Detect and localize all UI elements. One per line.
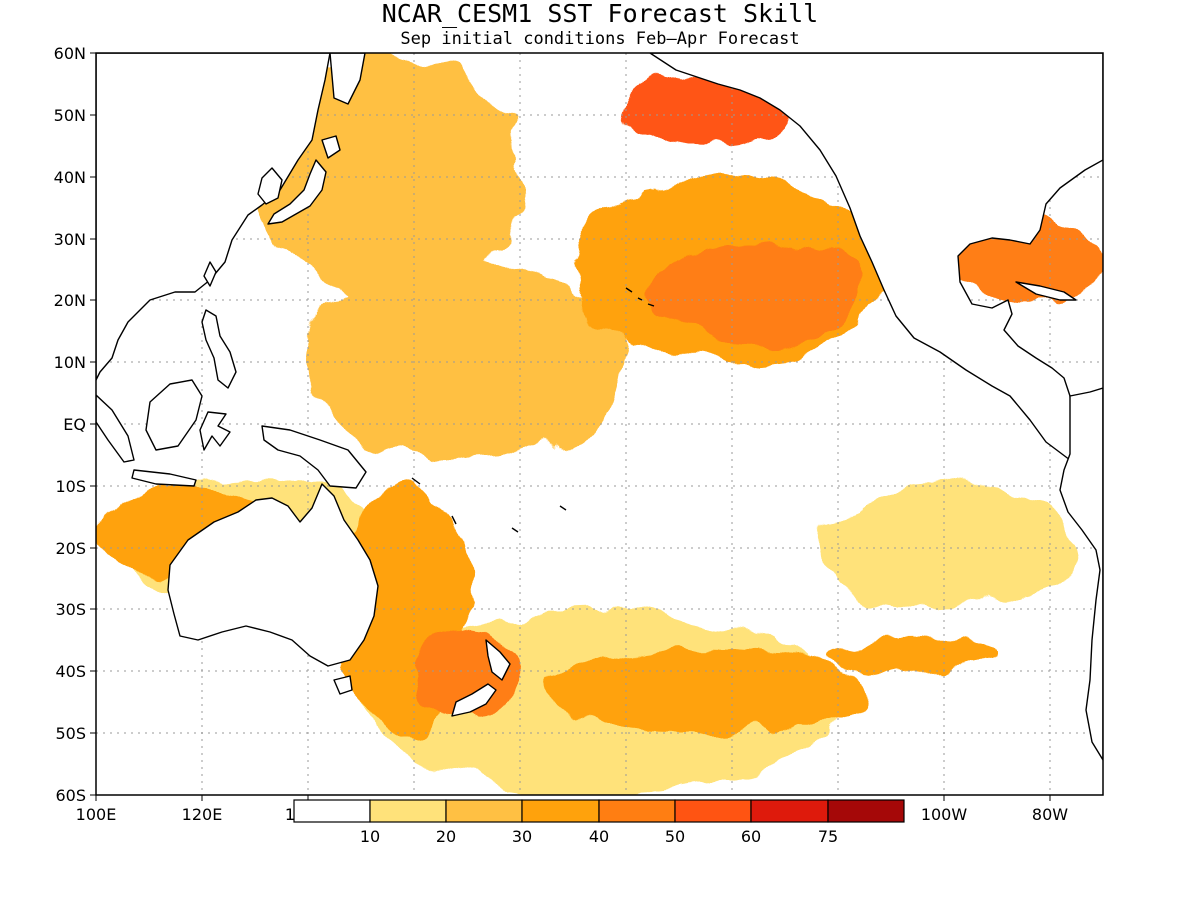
- colorbar-box-3: [521, 799, 600, 823]
- philippines-coast: [201, 309, 237, 389]
- colorbar-label: 30: [512, 827, 532, 846]
- sulawesi-coast: [199, 411, 231, 451]
- japan-coast: [267, 159, 327, 225]
- lat-label: 60N: [54, 44, 86, 63]
- skill-region-10: [652, 238, 865, 344]
- lon-label: 120E: [182, 805, 223, 824]
- colorbar-label: 40: [589, 827, 609, 846]
- sumatra-coast: [96, 394, 135, 463]
- korea-coast: [257, 167, 283, 205]
- australia-coast: [167, 483, 379, 667]
- map-area: [96, 53, 1103, 795]
- skill-region-8: [546, 646, 865, 734]
- colorbar-label: 10: [360, 827, 380, 846]
- colorbar-label: 60: [741, 827, 761, 846]
- lat-label: 30S: [55, 600, 86, 619]
- lon-label: 1: [285, 805, 295, 824]
- colorbar-box-2: [445, 799, 523, 823]
- lon-label: 80W: [1032, 805, 1068, 824]
- lat-label: 30N: [54, 230, 86, 249]
- lat-label: 20N: [54, 291, 86, 310]
- colorbar-box-7: [827, 799, 905, 823]
- map-title: NCAR_CESM1 SST Forecast Skill: [382, 0, 819, 28]
- borneo-coast: [145, 379, 203, 451]
- taiwan-coast: [203, 261, 217, 287]
- lat-label: 40N: [54, 168, 86, 187]
- colorbar-box-1: [369, 799, 447, 823]
- lon-label: 100W: [921, 805, 968, 824]
- map-subtitle: Sep initial conditions Feb–Apr Forecast: [400, 29, 799, 49]
- south-america-coast: [1059, 387, 1103, 761]
- kamchatka-coast: [329, 53, 366, 105]
- pacific-islands-coast: [411, 477, 567, 533]
- lat-label: 10N: [54, 353, 86, 372]
- hokkaido-coast: [321, 135, 341, 159]
- lat-label: 40S: [55, 662, 86, 681]
- skill-region-12: [954, 219, 1103, 301]
- new-zealand-north-coast: [485, 639, 511, 681]
- lat-label: 50S: [55, 724, 86, 743]
- cuba-coast: [1015, 281, 1077, 301]
- lat-label: 20S: [55, 539, 86, 558]
- java-coast: [131, 469, 197, 487]
- asia-coast: [96, 53, 331, 381]
- colorbar-box-0: [293, 799, 371, 823]
- colorbar-label: 75: [818, 827, 838, 846]
- colorbar-box-4: [598, 799, 676, 823]
- lat-label: 50N: [54, 106, 86, 125]
- hawaii-coast: [625, 287, 655, 307]
- new-guinea-coast: [261, 425, 367, 489]
- colorbar-label: 20: [436, 827, 456, 846]
- longitude-labels: 100E 120E 1 100W 80W: [76, 805, 1069, 824]
- new-zealand-south-coast: [451, 683, 497, 717]
- lat-label: 60S: [55, 786, 86, 805]
- lon-label: 100E: [76, 805, 117, 824]
- lat-label: 10S: [55, 477, 86, 496]
- lat-label: EQ: [63, 415, 86, 434]
- colorbar: 10 20 30 40 50 60 75: [293, 799, 905, 846]
- colorbar-label: 50: [665, 827, 685, 846]
- latitude-labels: 60N 50N 40N 30N 20N 10N EQ 10S 20S 30S 4…: [54, 44, 86, 805]
- tasmania-coast: [333, 675, 353, 695]
- coastlines: [96, 53, 1103, 761]
- skill-region-9: [827, 640, 997, 672]
- colorbar-box-5: [674, 799, 752, 823]
- colorbar-box-6: [750, 799, 829, 823]
